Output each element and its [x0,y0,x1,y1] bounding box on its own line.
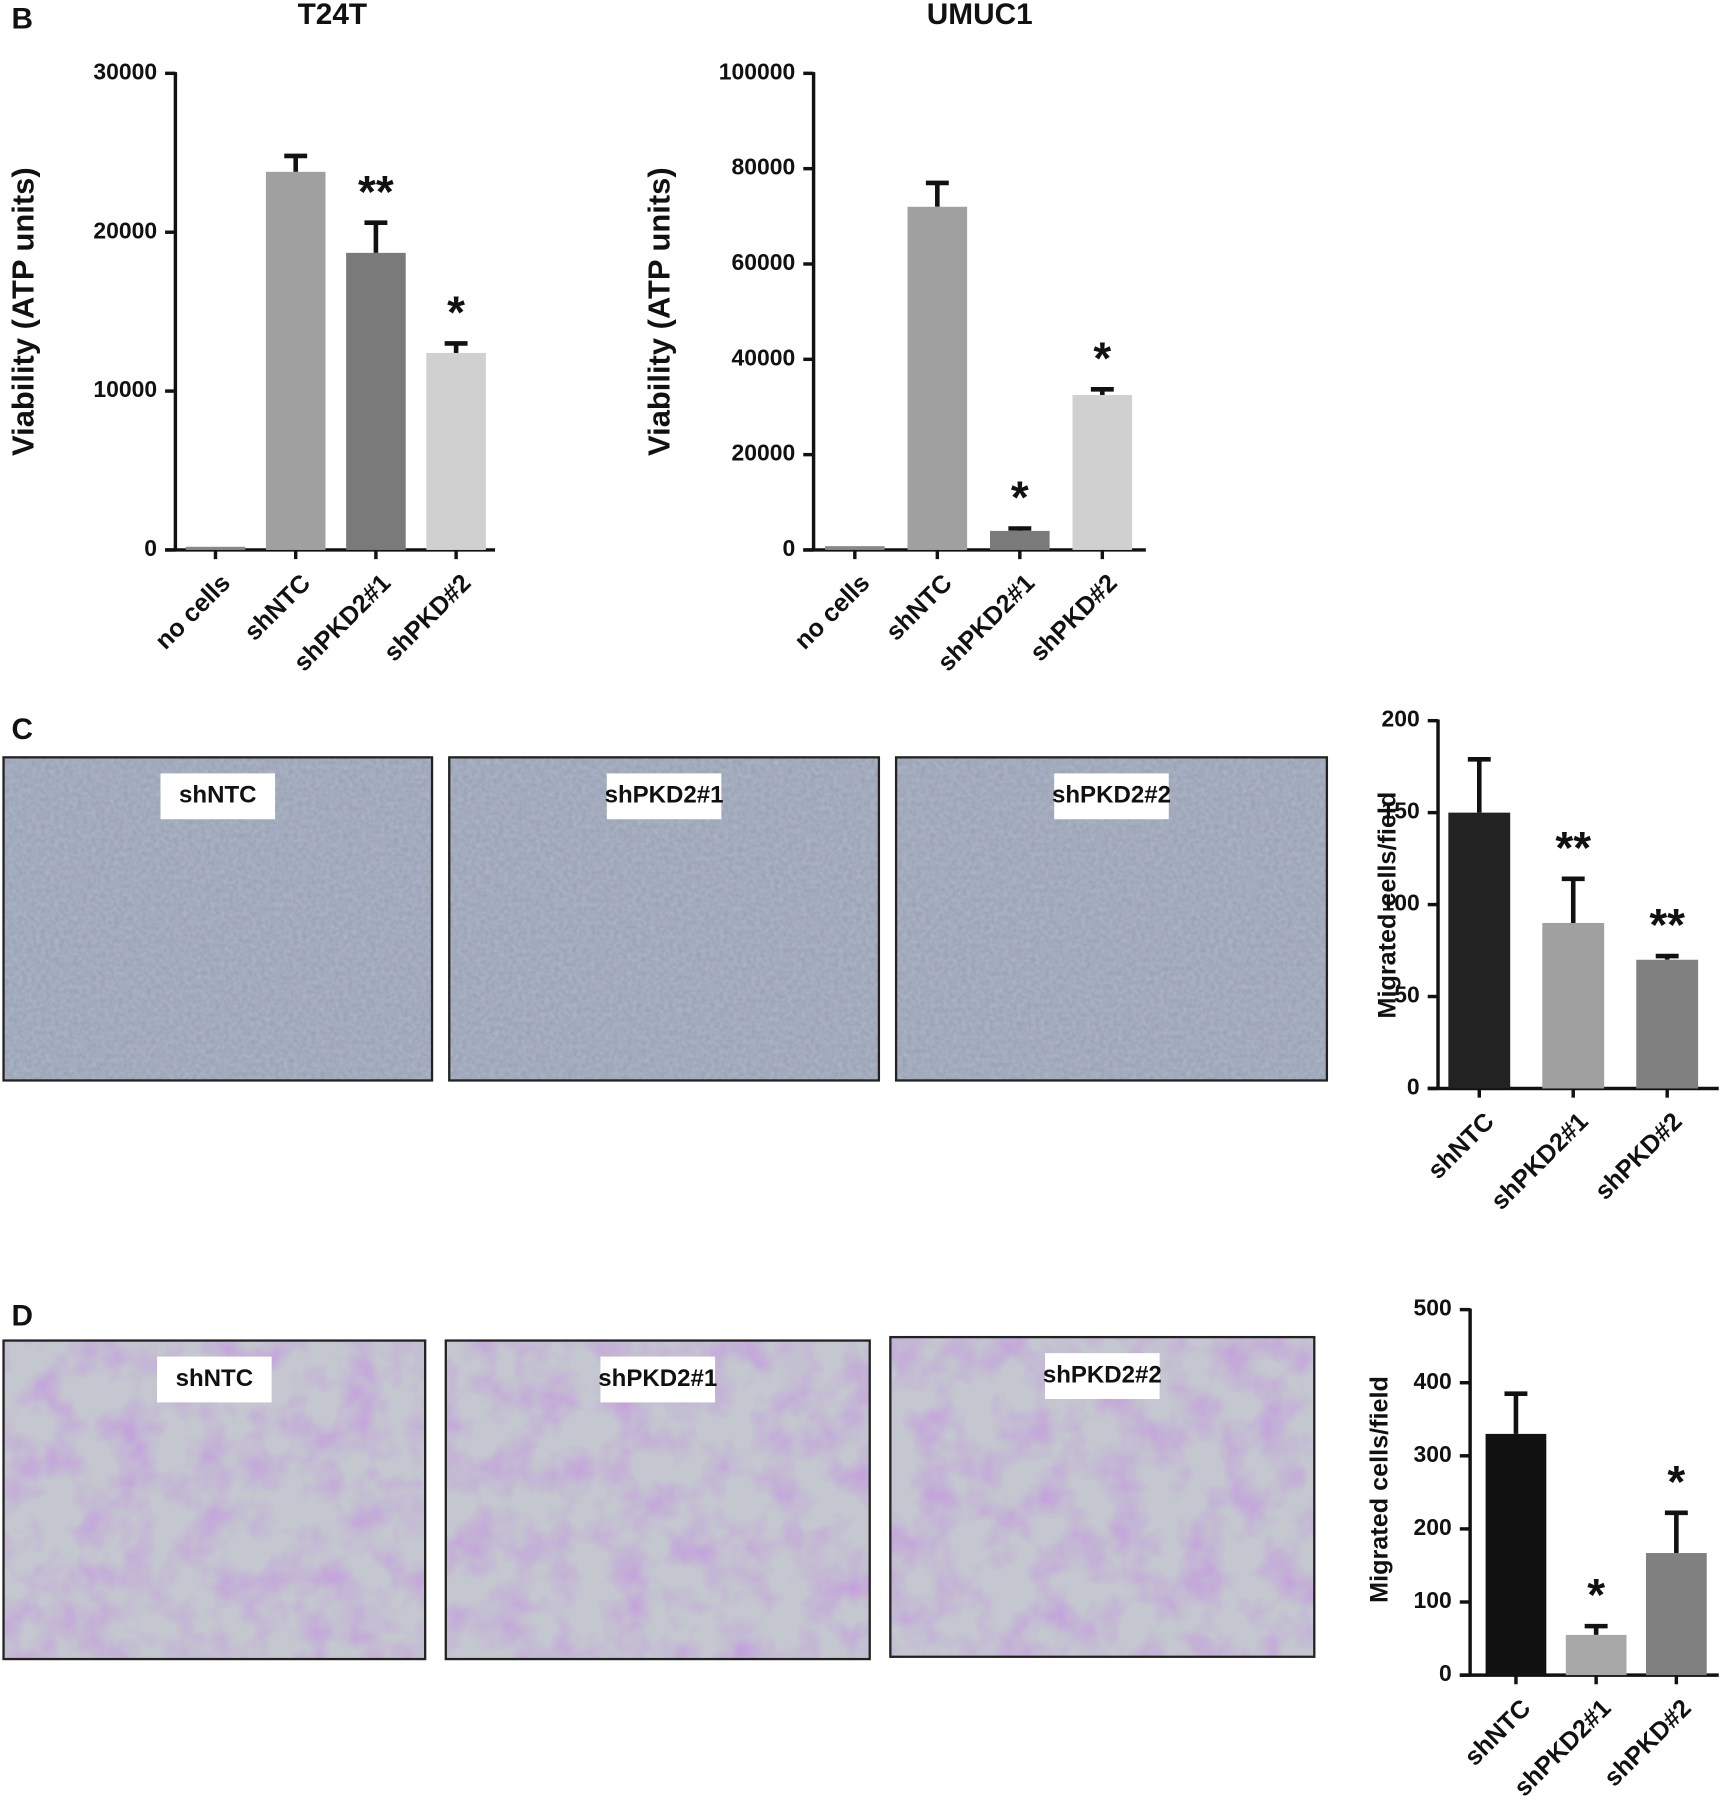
micrograph-frame [2,1339,427,1661]
bar [990,530,1050,550]
y-tick-label: 300 [1414,1441,1452,1467]
chart-title: T24T [298,0,367,31]
micrograph-frame [448,756,881,1082]
y-tick-label: 200 [1414,1514,1452,1540]
y-axis-label: Viability (ATP units) [5,167,40,456]
bar [346,252,406,550]
y-axis-label: Viability (ATP units) [641,167,676,456]
y-tick-label: 80000 [732,154,796,180]
significance-mark: * [447,287,465,338]
image-label-box [157,1356,272,1403]
y-tick-label: 200 [1381,706,1419,732]
y-tick-label: 10000 [93,376,157,402]
error-bar [1655,953,1679,960]
image-label: shPKD2#2 [1052,782,1171,809]
x-tick-label: shPKD#2 [1599,1694,1697,1792]
micrograph-frame [894,756,1329,1082]
error-bar [1467,757,1491,813]
error-bar [1561,876,1585,923]
bar [1072,395,1133,550]
y-tick-label: 40000 [732,344,796,370]
y-tick-label: 60000 [732,249,796,275]
bar [825,546,885,550]
bar [907,206,968,550]
image-label-box [606,773,722,820]
x-tick-label: shPKD#2 [1025,569,1123,667]
y-tick-label: 100000 [719,58,795,84]
image-label: shPKD2#1 [605,782,724,809]
x-tick-label: no cells [789,569,875,655]
bar [1645,1553,1707,1676]
error-bar [1008,526,1032,531]
micrograph-frame [2,756,434,1082]
bar [1636,959,1699,1089]
error-bar [444,341,468,353]
x-tick-label: no cells [150,569,236,655]
image-label: shNTC [176,1365,253,1392]
error-bar [284,153,308,172]
x-tick-label: shNTC [881,569,958,646]
significance-mark: * [1093,333,1111,384]
image-label-box [160,773,276,820]
image-label: shPKD2#2 [1043,1361,1162,1388]
image-label-box [1045,1353,1160,1399]
y-tick-label: 500 [1414,1295,1452,1321]
micrograph-frame [889,1335,1316,1658]
significance-mark: * [1667,1456,1685,1507]
significance-mark: * [1011,472,1029,523]
bar [1448,812,1511,1089]
y-tick-label: 20000 [93,217,157,243]
panel-letter: C [12,713,34,746]
y-tick-label: 0 [1407,1074,1420,1100]
error-bar [1504,1391,1528,1434]
y-tick-label: 30000 [93,58,157,84]
y-tick-label: 0 [783,535,796,561]
image-label-box [1054,773,1169,820]
y-tick-label: 50 [1394,982,1419,1008]
error-bar [364,220,388,253]
y-tick-label: 0 [1439,1660,1452,1686]
x-tick-label: shPKD2#1 [1486,1107,1594,1215]
significance-mark: ** [358,166,394,217]
significance-mark: ** [1649,900,1685,951]
image-label: shNTC [179,782,256,809]
y-tick-label: 0 [144,535,157,561]
bar [426,352,486,550]
significance-mark: ** [1555,822,1591,873]
bar [1565,1634,1627,1676]
panel-letter: D [12,1299,34,1332]
y-tick-label: 150 [1381,798,1419,824]
image-label-box [600,1356,716,1403]
bar [265,171,326,550]
error-bar [925,180,949,207]
panel-letter: B [12,2,34,35]
error-bar [1090,387,1114,396]
y-tick-label: 100 [1381,890,1419,916]
x-tick-label: shNTC [1422,1107,1499,1184]
x-tick-label: shNTC [239,569,316,646]
x-tick-label: shPKD#2 [379,569,477,667]
micrograph-frame [444,1339,871,1661]
bar [1485,1433,1547,1676]
x-tick-label: shPKD#2 [1590,1107,1688,1205]
image-label: shPKD2#1 [598,1365,717,1392]
bar [185,546,246,550]
error-bar [1664,1510,1688,1554]
bar [1542,922,1605,1089]
error-bar [1584,1623,1608,1635]
y-axis-label: Migrated cells/field [1365,1376,1393,1603]
significance-mark: * [1587,1570,1605,1621]
y-axis-label: Migrated cells/field [1373,792,1401,1019]
y-tick-label: 20000 [732,440,796,466]
y-tick-label: 400 [1414,1368,1452,1394]
y-tick-label: 100 [1414,1587,1452,1613]
x-tick-label: shNTC [1459,1694,1536,1771]
chart-title: UMUC1 [927,0,1033,31]
